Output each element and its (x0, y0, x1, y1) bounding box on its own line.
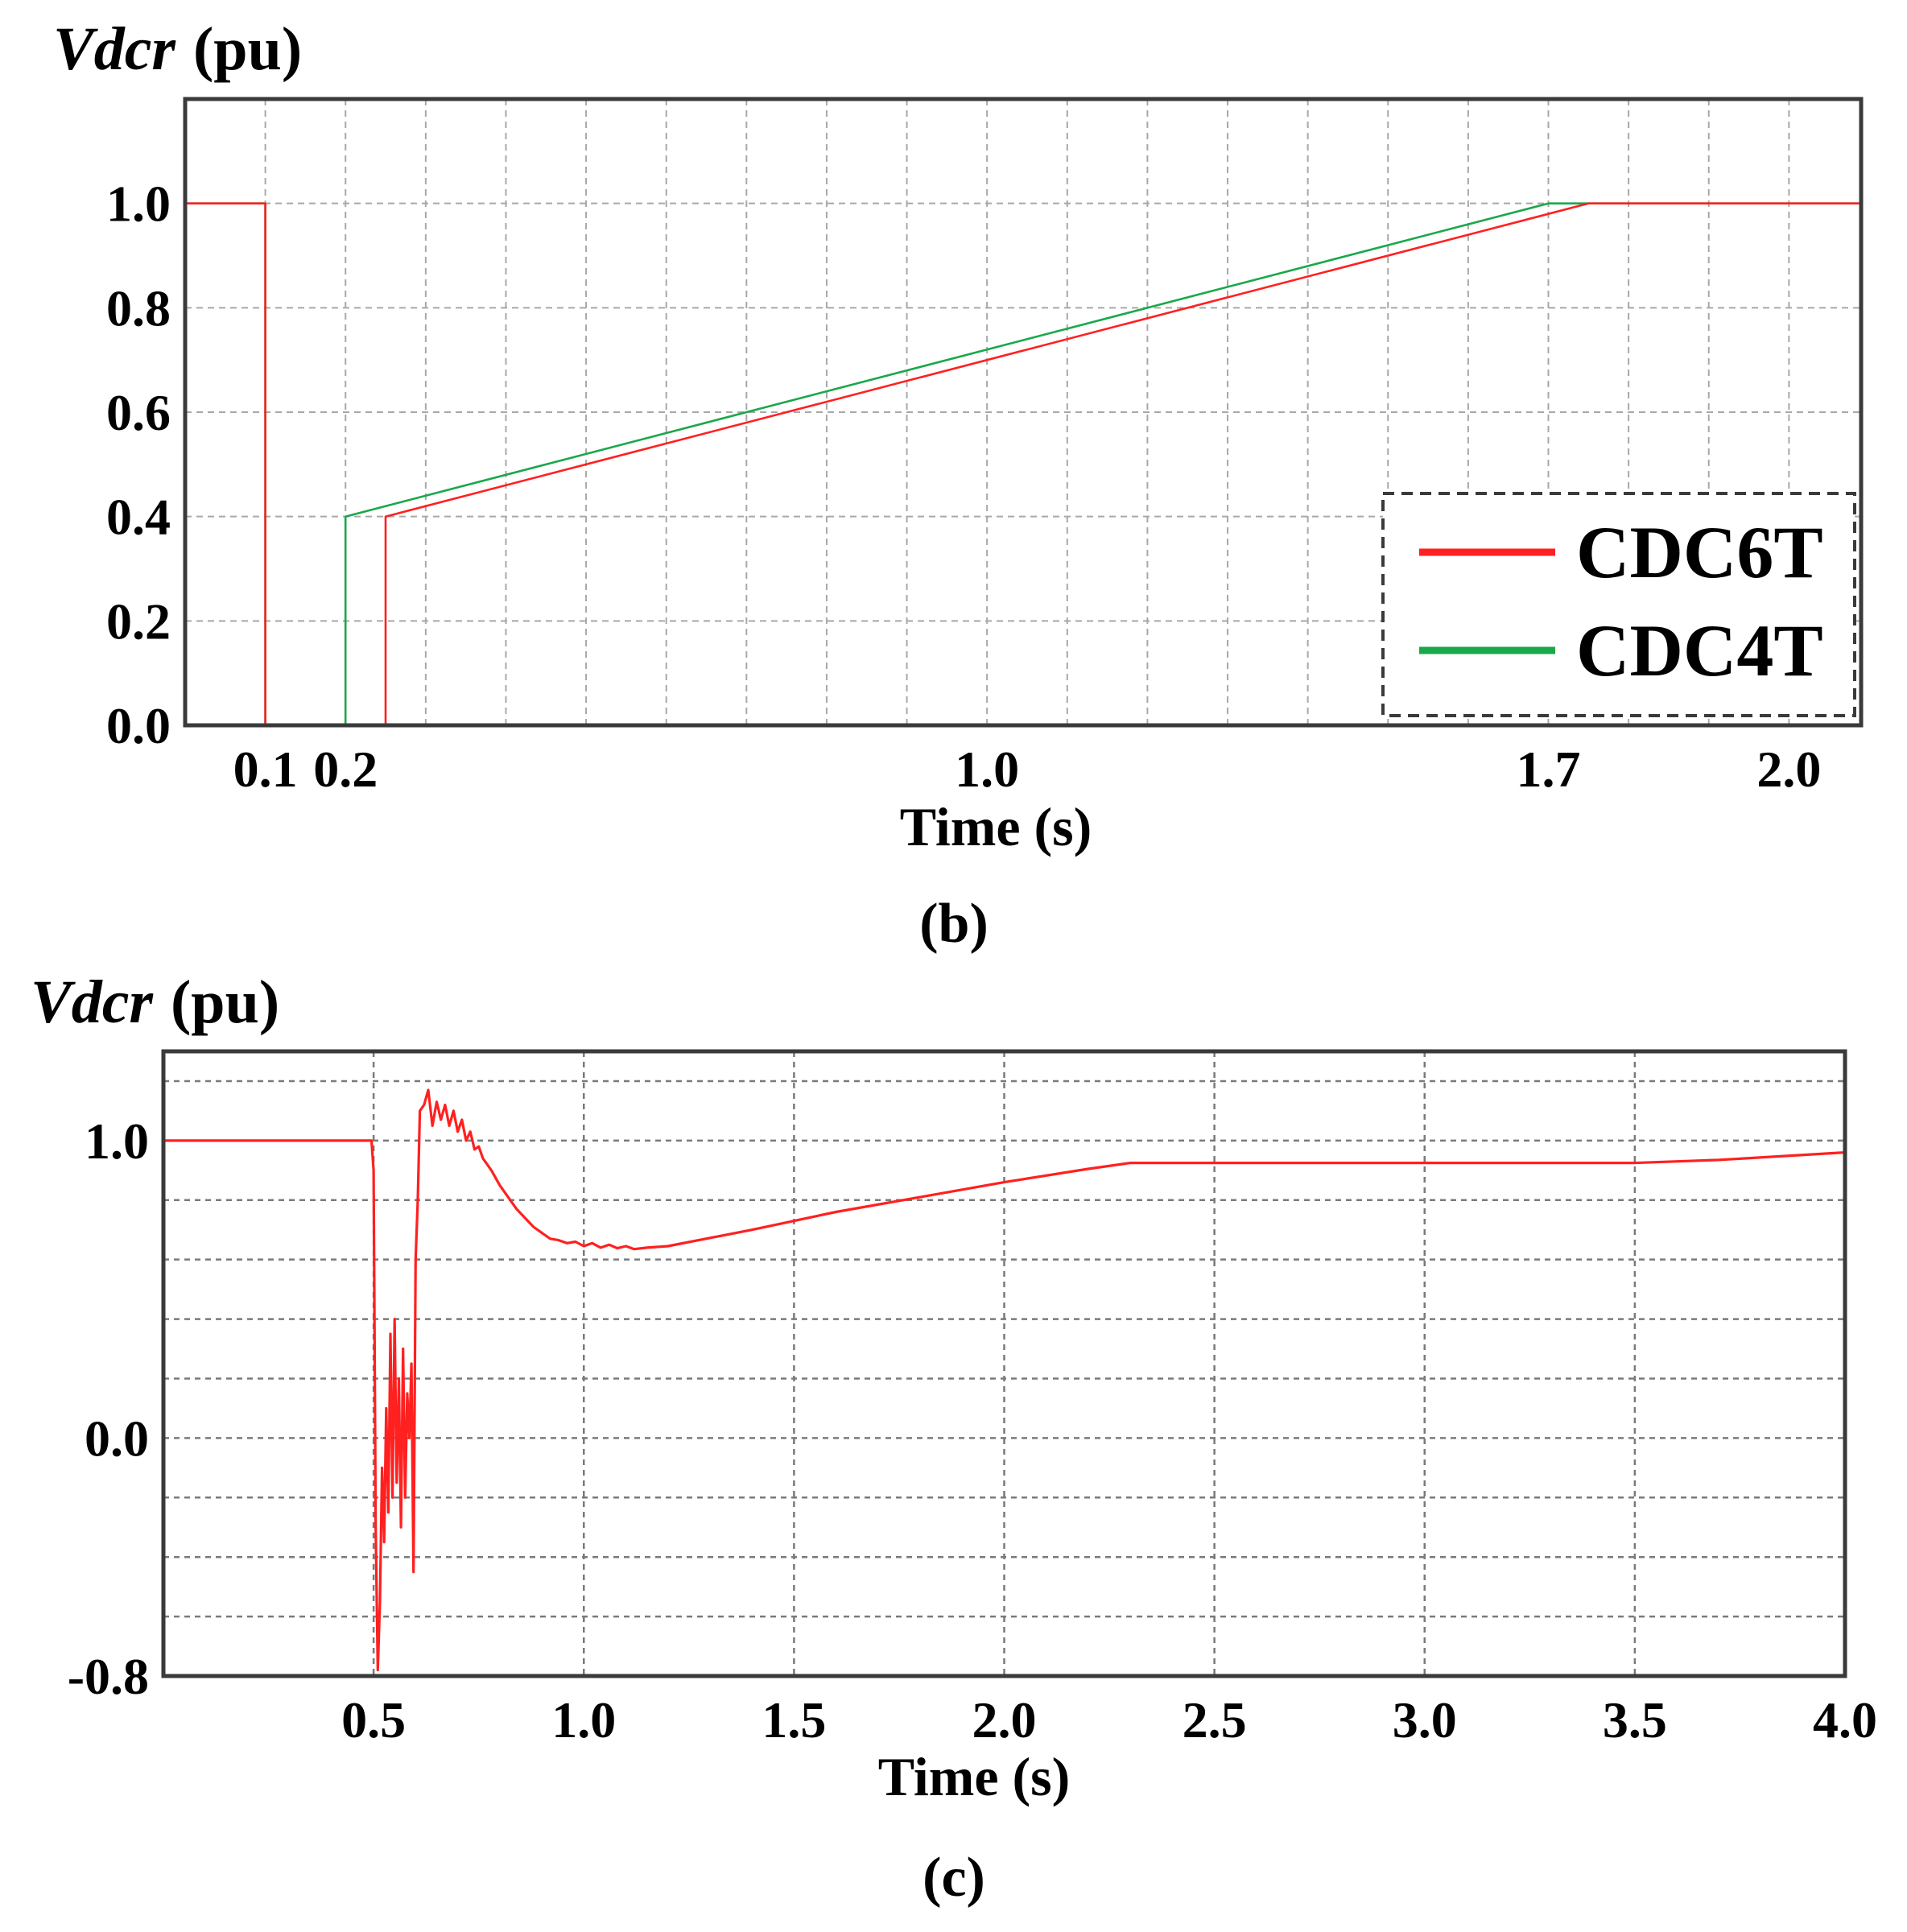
panel-c-ylabel: Vdcr (pu) (31, 968, 279, 1036)
x-tick-label: 2.0 (972, 1691, 1037, 1748)
x-tick-label: 1.0 (551, 1691, 616, 1748)
panel-c-plot-frame (161, 1049, 1847, 1678)
y-tick-label: 0.4 (106, 489, 171, 546)
x-tick-label: 1.7 (1516, 741, 1580, 798)
x-tick-label: 0.5 (341, 1691, 406, 1748)
x-tick-label: 4.0 (1813, 1691, 1877, 1748)
x-tick-label: 0.1 (233, 741, 298, 798)
panel-b: Vdcr (pu) 0.0 0.2 0.4 0.6 0.8 1.0 0.1 0.2 1.0 1.… (53, 15, 1864, 955)
panel-b-x-axis-title: Time (s) (900, 796, 1092, 857)
y-tick-label: 0.0 (85, 1410, 149, 1467)
series-line-vdcr (163, 1088, 1846, 1672)
y-tick-label: 0.6 (106, 384, 171, 441)
panel-c-caption: (c) (923, 1847, 985, 1909)
panel-c-series (163, 1088, 1846, 1672)
panel-c-ylabel-variable: Vdcr (31, 968, 154, 1036)
y-tick-label: 0.2 (106, 592, 171, 650)
y-tick-label: 0.8 (106, 279, 171, 336)
x-tick-label: 3.0 (1393, 1691, 1457, 1748)
panel-b-ylabel-unit: (pu) (193, 15, 302, 83)
panel-c: Vdcr (pu) -0.8 0.0 1.0 0.5 1.0 1.5 2.0 2.5 3.0 3… (31, 968, 1877, 1909)
y-tick-label: 1.0 (106, 175, 171, 233)
panel-b-ylabel-variable: Vdcr (53, 15, 176, 83)
panel-b-caption: (b) (919, 893, 989, 955)
legend-label-cdc6t: CDC6T (1576, 511, 1823, 593)
panel-b-x-tick-labels: 0.1 0.2 1.0 1.7 2.0 (233, 741, 1822, 798)
panel-b-legend-box (1381, 492, 1856, 717)
panel-c-x-axis-title: Time (s) (878, 1746, 1071, 1807)
y-tick-label: 1.0 (85, 1113, 149, 1170)
panel-b-y-tick-labels: 0.0 0.2 0.4 0.6 0.8 1.0 (106, 175, 171, 754)
panel-c-y-tick-labels: -0.8 0.0 1.0 (68, 1113, 149, 1705)
panel-b-ylabel: Vdcr (pu) (53, 15, 302, 83)
x-tick-label: 0.2 (313, 741, 378, 798)
panel-b-legend: CDC6T CDC4T (1381, 492, 1856, 717)
x-tick-label: 2.0 (1756, 741, 1821, 798)
x-tick-label: 2.5 (1183, 1691, 1247, 1748)
y-tick-label: -0.8 (68, 1648, 149, 1705)
panel-c-x-tick-labels: 0.5 1.0 1.5 2.0 2.5 3.0 3.5 4.0 (341, 1691, 1877, 1748)
panel-c-ylabel-unit: (pu) (171, 968, 279, 1036)
legend-label-cdc4t: CDC4T (1576, 609, 1823, 691)
x-tick-label: 1.5 (762, 1691, 826, 1748)
y-tick-label: 0.0 (106, 697, 171, 754)
panel-b-plot-frame (183, 97, 1864, 728)
panel-c-grid (163, 1051, 1845, 1676)
x-tick-label: 1.0 (955, 741, 1019, 798)
x-tick-label: 3.5 (1603, 1691, 1667, 1748)
